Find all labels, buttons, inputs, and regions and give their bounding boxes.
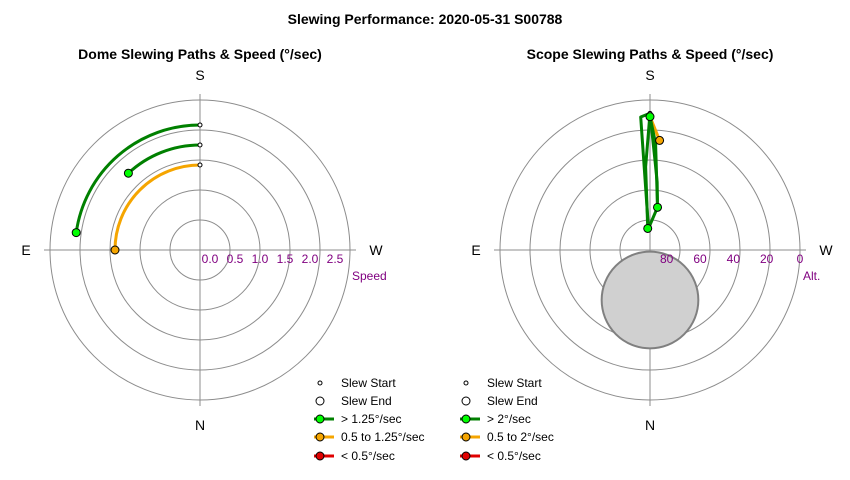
legend-marker-medium [315,432,325,442]
dome-slew-path [127,143,201,175]
scope-legend: Slew Start Slew End > 2°/sec 0.5 to 2°/sec <… [460,376,554,463]
radial-tick-label: 2.0 [302,252,319,266]
legend-marker-slow [315,451,325,461]
legend-label: > 1.25°/sec [341,412,402,426]
legend-label: < 0.5°/sec [341,449,395,463]
scope-radial-axis-label: Alt. [803,269,820,283]
legend-slew-start-symbol [463,380,469,386]
radial-tick-label: 80 [660,252,674,266]
slew-end-marker [71,228,81,238]
radial-tick-label: 0.0 [202,252,219,266]
legend-label: 0.5 to 2°/sec [487,430,554,444]
dome-slew-paths [71,122,203,255]
slew-end-marker [643,223,653,233]
slew-start-marker [197,142,203,148]
legend-marker-fast [315,414,325,424]
legend-slew-end-symbol [315,396,325,406]
legend-slew-end-symbol [461,396,471,406]
radial-tick-label: 0.5 [227,252,244,266]
legend-label: < 0.5°/sec [487,449,541,463]
dome-legend: Slew Start Slew End > 1.25°/sec 0.5 to 1.25… [314,376,425,463]
slew-end-marker [653,202,663,212]
legend-label: Slew Start [487,376,542,390]
dome-radial-axis-label: Speed [352,269,387,283]
dome-compass-east: E [21,242,30,258]
dome-radial-ticks: 2.5 2.0 1.5 1.0 0.5 0.0 [202,252,344,266]
zenith-exclusion-zone [600,250,700,350]
legend-label: Slew End [487,394,538,408]
legend-slew-start-symbol [317,380,323,386]
scope-chart-title: Scope Slewing Paths & Speed (°/sec) [527,46,774,62]
radial-tick-label: 0 [797,252,804,266]
scope-compass-east: E [471,242,480,258]
legend-label: Slew End [341,394,392,408]
legend-label: 0.5 to 1.25°/sec [341,430,425,444]
slew-end-marker [645,112,655,122]
slew-end-marker [123,168,133,178]
radial-tick-label: 1.5 [277,252,294,266]
scope-polar-grid [494,94,806,406]
scope-compass-south: S [645,67,654,83]
dome-polar-grid [44,94,356,406]
legend-label: > 2°/sec [487,412,531,426]
slew-start-marker [197,122,203,128]
radial-tick-label: 2.5 [327,252,344,266]
scope-slew-paths [639,110,665,233]
slew-start-marker [197,162,203,168]
dome-slew-path [113,163,201,251]
figure-title: Slewing Performance: 2020-05-31 S00788 [288,11,563,27]
scope-compass-west: W [819,242,833,258]
radial-tick-label: 1.0 [252,252,269,266]
scope-panel: Scope Slewing Paths & Speed (°/sec) S N … [460,46,833,463]
legend-label: Slew Start [341,376,396,390]
legend-marker-fast [461,414,471,424]
dome-slew-path [74,123,201,233]
slew-end-marker [110,245,120,255]
dome-compass-west: W [369,242,383,258]
radial-tick-label: 20 [760,252,774,266]
dome-panel: Dome Slewing Paths & Speed (°/sec) S N E… [21,46,424,463]
scope-zenith-exclusion [600,250,700,350]
scope-radial-ticks: 80 60 40 20 0 [660,252,804,266]
dome-compass-north: N [195,417,205,433]
slew-end-marker [655,135,665,145]
scope-slew-path [644,113,652,229]
legend-marker-medium [461,432,471,442]
scope-slew-path [648,113,660,208]
dome-chart-title: Dome Slewing Paths & Speed (°/sec) [78,46,322,62]
radial-tick-label: 40 [727,252,741,266]
dome-compass-south: S [195,67,204,83]
radial-tick-label: 60 [693,252,707,266]
scope-compass-north: N [645,417,655,433]
legend-marker-slow [461,451,471,461]
